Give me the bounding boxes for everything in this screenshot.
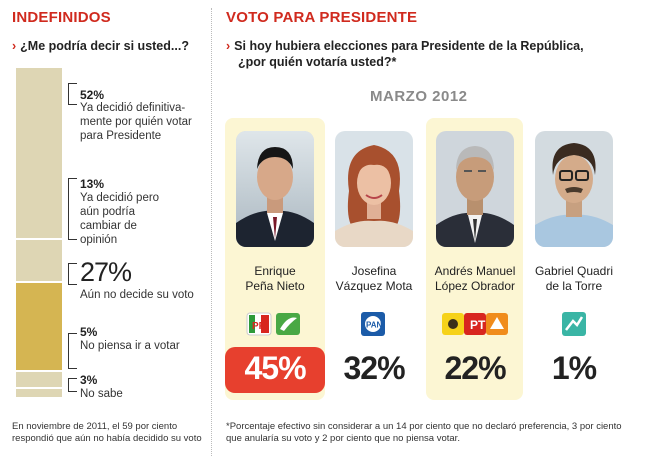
svg-text:PAN: PAN [366, 321, 383, 330]
right-question-line2: ¿por quién votaría usted?* [238, 55, 397, 69]
candidate-name: Enrique Peña Nieto [245, 264, 305, 293]
vote-pct-vazquez-mota: 32% [343, 350, 405, 386]
leader-line [68, 333, 77, 369]
pct-label-decided: 52% [80, 88, 105, 102]
candidate-name: Gabriel Quadri de la Torre [534, 264, 614, 293]
right-question: › Si hoy hubiera elecciones para Presiden… [226, 38, 636, 70]
candidate-photo [335, 131, 413, 252]
pct-label-not-voting: 5% [80, 325, 98, 339]
stack-segment [16, 240, 62, 281]
chevron-icon: › [226, 39, 231, 53]
panal-logo-icon [561, 311, 587, 342]
left-footnote: En noviembre de 2011, el 59 por ciento r… [12, 421, 202, 444]
candidate-name: Andrés Manuel López Obrador [434, 264, 516, 293]
desc-may-change: Ya decidió pero aún podría cambiar de op… [80, 192, 160, 246]
vote-pct-lopez-obrador: 22% [444, 350, 506, 386]
stack-segment [16, 68, 62, 238]
pct-label-may-change: 13% [80, 177, 105, 191]
svg-text:PT: PT [470, 318, 486, 332]
leader-line [68, 178, 77, 240]
pan-logo-icon: PAN [360, 311, 386, 342]
right-footnote: *Porcentaje efectivo sin considerar a un… [226, 421, 622, 444]
divider [211, 8, 212, 456]
pri-pvem-logos-icon: PRI [246, 311, 302, 342]
vote-highlight-box [225, 347, 325, 393]
candidate-photo [436, 131, 514, 252]
month-label: MARZO 2012 [370, 88, 468, 105]
stack-segment [16, 372, 62, 387]
pct-label-dont-know: 3% [80, 373, 98, 387]
desc-undecided: Aún no decide su voto [80, 289, 194, 301]
desc-not-voting: No piensa ir a votar [80, 340, 180, 352]
pct-label-undecided: 27% [80, 257, 132, 287]
vote-pct-pena-nieto: 45% [244, 350, 306, 386]
leader-line [68, 263, 77, 285]
stack-segment [16, 283, 62, 370]
leader-line [68, 83, 77, 105]
candidate-photo [535, 131, 613, 252]
chevron-icon: › [12, 39, 17, 53]
desc-decided: Ya decidió definitiva- mente por quién v… [80, 102, 192, 142]
candidate-name: Josefina Vázquez Mota [335, 264, 413, 293]
right-section-title: VOTO PARA PRESIDENTE [226, 9, 418, 26]
candidate-photo [236, 131, 314, 252]
left-section-title: INDEFINIDOS [12, 9, 111, 26]
stack-segment [16, 389, 62, 397]
left-question: › ¿Me podría decir si usted...? [12, 39, 189, 53]
prd-pt-mc-logos-icon: PT [441, 311, 509, 342]
leader-line [68, 378, 77, 392]
svg-text:PRI: PRI [252, 321, 269, 332]
vote-pct-quadri: 1% [551, 350, 597, 386]
desc-dont-know: No sabe [80, 388, 123, 400]
